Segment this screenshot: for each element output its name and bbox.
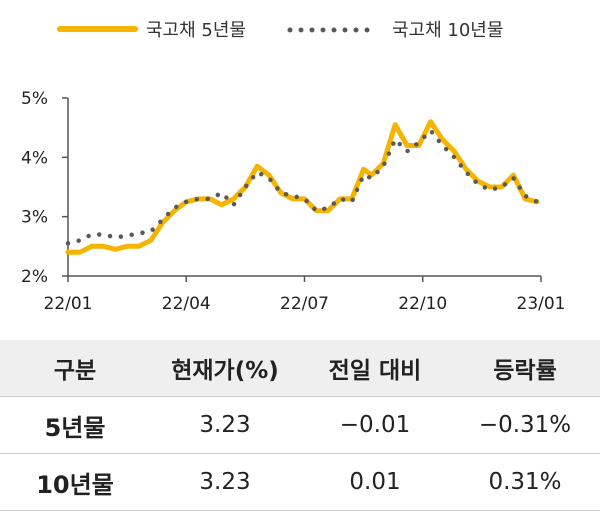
x-tick-label: 22/10 [398,294,447,314]
series-line-10y [65,127,540,246]
table-row: 10년물 3.23 0.01 0.31% [0,453,600,511]
legend: 국고채 5년물 국고채 10년물 [57,20,503,41]
header-change: 전일 대비 [300,340,450,397]
y-tick-label: 5% [21,89,48,109]
x-ticks: 22/01 22/04 22/07 22/10 23/01 [44,276,566,314]
cell-current: 3.23 [150,396,300,454]
table-header-row: 구분 현재가(%) 전일 대비 등락률 [0,340,600,397]
x-tick-label: 23/01 [517,294,566,314]
cell-change-rate: −0.31% [450,396,600,454]
cell-current: 3.23 [150,453,300,511]
row-label: 10년물 [0,453,150,511]
header-current: 현재가(%) [150,340,300,397]
cell-change-rate: 0.31% [450,453,600,511]
x-tick-label: 22/04 [162,294,211,314]
cell-change: −0.01 [300,396,450,454]
cell-change: 0.01 [300,453,450,511]
header-category: 구분 [0,340,150,397]
row-label: 5년물 [0,396,150,454]
yield-table: 구분 현재가(%) 전일 대비 등락률 5년물 3.23 −0.01 −0.31… [0,340,600,511]
table-row: 5년물 3.23 −0.01 −0.31% [0,396,600,454]
y-tick-label: 4% [21,148,48,168]
y-tick-label: 2% [21,267,48,287]
series-line-5y [65,119,540,255]
x-tick-label: 22/01 [44,294,93,314]
legend-label-5y: 국고채 5년물 [146,20,246,41]
bond-yield-chart: 국고채 5년물 국고채 10년물 2%3%4%5% 22/01 22/04 22/0… [21,20,566,314]
y-ticks: 2% 3% 4% 5% [21,89,68,287]
header-change-rate: 등락률 [450,340,600,397]
legend-label-10y: 국고채 10년물 [392,20,503,41]
y-tick-label: 3% [21,208,48,228]
x-tick-label: 22/07 [280,294,329,314]
series-layer [65,119,540,255]
